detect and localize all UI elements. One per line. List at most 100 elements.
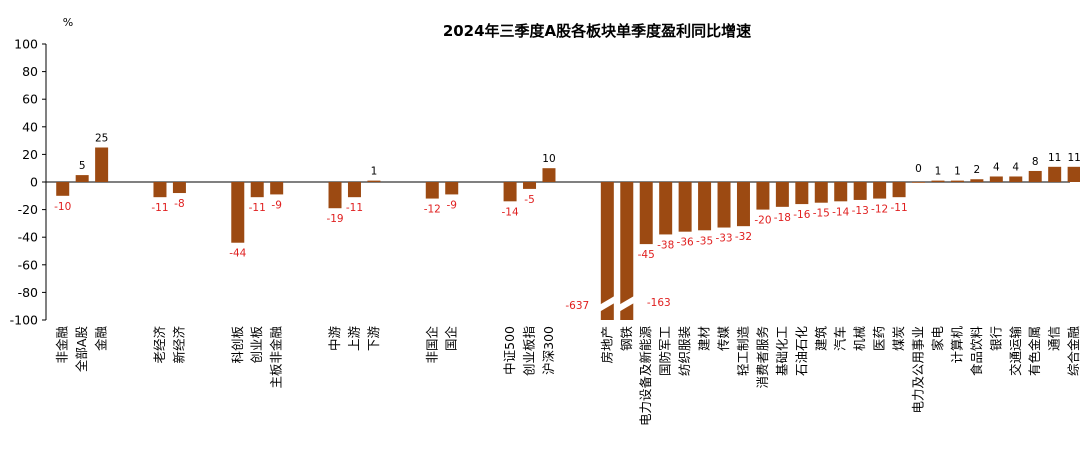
data-label: -15 xyxy=(813,208,830,220)
data-label: -637 xyxy=(565,300,589,312)
category-label: 综合金融 xyxy=(1066,326,1080,377)
category-label: 食品饮料 xyxy=(969,326,984,377)
bar xyxy=(270,182,284,195)
bar xyxy=(542,168,556,182)
category-label: 下游 xyxy=(366,326,381,352)
bar xyxy=(1067,166,1080,182)
bar xyxy=(970,179,984,182)
bar xyxy=(717,182,731,228)
category-label: 机械 xyxy=(852,326,867,352)
bar xyxy=(834,182,848,202)
data-label: -11 xyxy=(890,202,907,214)
bar xyxy=(931,180,945,182)
category-labels: 非金融 全部A股 金融 老经济 新经济 科创板 创业板 主板非金融 中游 上游 下游 非国企 国企 中证5… xyxy=(55,326,1080,427)
bar xyxy=(892,182,906,198)
data-label: -45 xyxy=(638,249,655,261)
category-label: 计算机 xyxy=(949,326,964,364)
category-label: 金融 xyxy=(94,326,109,352)
bar xyxy=(814,182,828,203)
axis-break xyxy=(598,295,616,313)
data-label: 11 xyxy=(1048,152,1061,164)
data-label: -11 xyxy=(249,202,266,214)
data-label: -44 xyxy=(229,248,246,260)
data-label: -163 xyxy=(647,297,671,309)
data-label: -36 xyxy=(677,237,694,249)
bar xyxy=(698,182,712,231)
data-label: 4 xyxy=(1012,161,1019,173)
category-label: 钢铁 xyxy=(619,326,634,352)
y-tick-label: 20 xyxy=(22,147,38,162)
data-label: 1 xyxy=(371,166,378,178)
bar xyxy=(600,182,614,320)
bar xyxy=(503,182,517,202)
category-label: 医药 xyxy=(872,326,887,351)
category-label: 房地产 xyxy=(599,326,614,364)
bar xyxy=(172,182,186,194)
category-label: 有色金属 xyxy=(1027,326,1042,376)
bar xyxy=(95,147,109,182)
data-label: -18 xyxy=(774,212,791,224)
bar xyxy=(445,182,459,195)
category-label: 石油石化 xyxy=(794,326,809,377)
category-label: 消费者服务 xyxy=(755,326,770,389)
data-label: -19 xyxy=(326,213,343,225)
bar xyxy=(775,182,789,207)
axis-break xyxy=(618,295,636,313)
category-label: 家电 xyxy=(930,326,945,352)
data-label: -11 xyxy=(346,202,363,214)
category-label: 建材 xyxy=(697,326,712,351)
category-label: 交通运输 xyxy=(1008,326,1023,377)
data-label: 5 xyxy=(79,160,86,172)
category-label: 主板非金融 xyxy=(269,326,284,389)
data-label: -20 xyxy=(754,215,771,227)
y-tick-label: -60 xyxy=(18,257,38,272)
data-label: -14 xyxy=(501,206,518,218)
category-label: 国企 xyxy=(444,326,459,352)
data-label: -11 xyxy=(151,202,168,214)
bar xyxy=(873,182,887,199)
data-label: -38 xyxy=(657,239,674,251)
y-tick-label: 0 xyxy=(30,175,38,190)
category-label: 国防军工 xyxy=(658,326,673,376)
category-label: 电力及公用事业 xyxy=(911,326,926,414)
category-label: 电力设备及新能源 xyxy=(638,326,653,427)
category-label: 轻工制造 xyxy=(735,326,750,377)
category-label: 基础化工 xyxy=(774,326,789,376)
data-label: 0 xyxy=(915,163,922,175)
bar xyxy=(250,182,264,198)
bar xyxy=(853,182,867,200)
data-label: 2 xyxy=(974,164,981,176)
category-label: 煤炭 xyxy=(891,326,906,351)
y-axis-unit: % xyxy=(63,16,73,29)
data-label: -10 xyxy=(54,201,71,213)
category-label: 创业板 xyxy=(249,326,264,364)
y-tick-label: 60 xyxy=(22,92,38,107)
category-label: 非金融 xyxy=(55,326,70,364)
data-label: 25 xyxy=(95,133,108,145)
data-label: -32 xyxy=(735,231,752,243)
category-label: 建筑 xyxy=(813,326,828,352)
data-label: 4 xyxy=(993,161,1000,173)
data-label: 10 xyxy=(542,153,555,165)
bar xyxy=(639,182,653,245)
category-label: 银行 xyxy=(988,326,1003,351)
bar xyxy=(328,182,342,209)
chart-title: 2024年三季度A股各板块单季度盈利同比增速 xyxy=(443,22,751,40)
data-label: -12 xyxy=(871,204,888,216)
bar xyxy=(1009,176,1023,182)
category-label: 创业板指 xyxy=(522,326,537,376)
bar xyxy=(756,182,770,210)
data-label: 8 xyxy=(1032,156,1039,168)
y-tick-label: 100 xyxy=(14,37,38,52)
data-label: -8 xyxy=(174,198,184,210)
data-label: 11 xyxy=(1067,152,1080,164)
category-label: 老经济 xyxy=(152,326,167,364)
bar xyxy=(659,182,673,235)
data-label: -14 xyxy=(832,206,849,218)
bar xyxy=(153,182,167,198)
bar xyxy=(231,182,245,243)
y-tick-label: 40 xyxy=(22,119,38,134)
